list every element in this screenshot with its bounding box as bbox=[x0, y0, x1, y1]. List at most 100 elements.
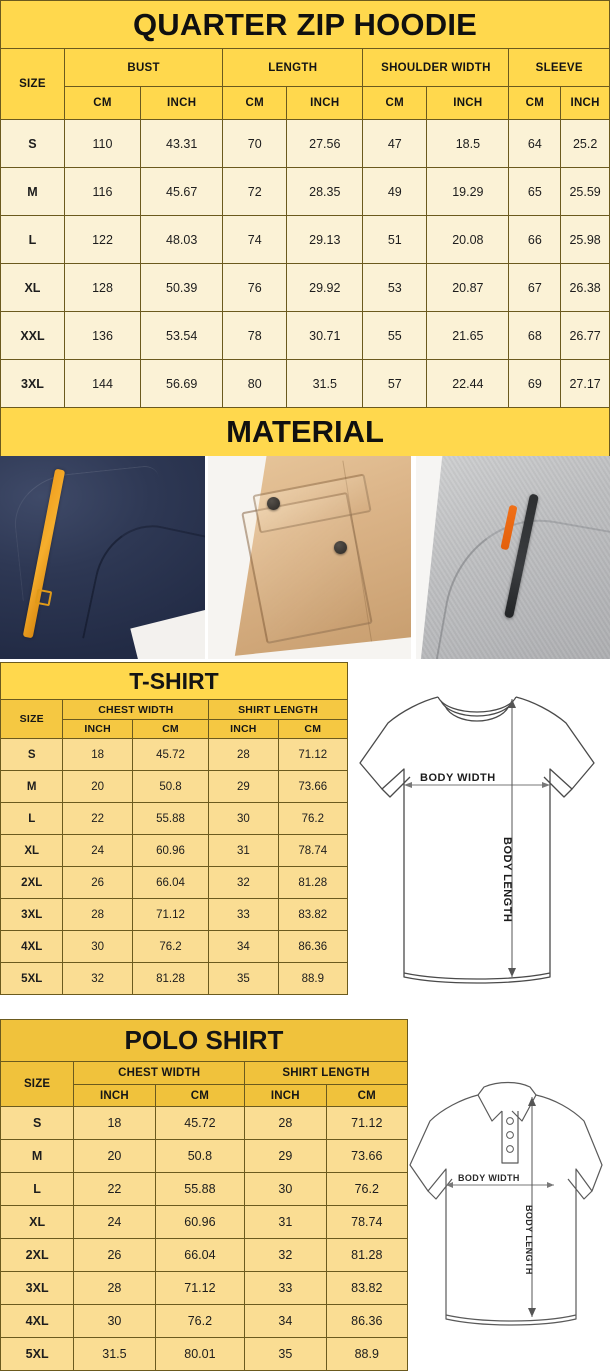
tshirt-cell: 18 bbox=[62, 738, 133, 771]
polo-cell: 20 bbox=[73, 1139, 156, 1173]
polo-unit-chest-inch: INCH bbox=[73, 1084, 156, 1107]
polo-header-chest-width: CHEST WIDTH bbox=[73, 1061, 246, 1085]
polo-cell: 88.9 bbox=[325, 1337, 409, 1371]
table-row: 4XL 30 76.2 34 86.36 bbox=[0, 1304, 409, 1338]
table-row: L 122 48.03 74 29.13 51 20.08 66 25.98 bbox=[0, 215, 610, 264]
hoodie-header-sleeve: SLEEVE bbox=[508, 48, 610, 87]
polo-diagram-svg: BODY WIDTH BODY LENGTH bbox=[409, 1081, 603, 1326]
polo-cell: 30 bbox=[73, 1304, 156, 1338]
polo-cell: 76.2 bbox=[325, 1172, 409, 1206]
polo-cell: 71.12 bbox=[325, 1106, 409, 1140]
hoodie-cell: 29.13 bbox=[286, 215, 364, 264]
tshirt-row-size: S bbox=[0, 738, 64, 771]
table-row: L 22 55.88 30 76.2 bbox=[0, 1172, 409, 1206]
hoodie-cell: 64 bbox=[508, 119, 562, 168]
hoodie-title-banner: QUARTER ZIP HOODIE bbox=[0, 0, 610, 48]
tshirt-row-size: L bbox=[0, 802, 64, 835]
polo-title: POLO SHIRT bbox=[124, 1025, 284, 1055]
tshirt-unit-length-inch: INCH bbox=[208, 719, 279, 739]
hoodie-table-body: S 110 43.31 70 27.56 47 18.5 64 25.2 M 116 45.67 72 2… bbox=[0, 119, 610, 408]
hoodie-unit-shoulder-cm: CM bbox=[362, 86, 428, 120]
tshirt-cell: 81.28 bbox=[131, 962, 210, 995]
polo-cell: 86.36 bbox=[325, 1304, 409, 1338]
polo-row-size: XL bbox=[0, 1205, 75, 1239]
hoodie-cell: 53 bbox=[362, 263, 428, 312]
hoodie-cell: 28.35 bbox=[286, 167, 364, 216]
polo-unit-length-cm: CM bbox=[325, 1084, 409, 1107]
polo-body-length-label: BODY LENGTH bbox=[524, 1205, 534, 1275]
tshirt-cell: 71.12 bbox=[277, 738, 349, 771]
polo-row-size: M bbox=[0, 1139, 75, 1173]
table-row: S 110 43.31 70 27.56 47 18.5 64 25.2 bbox=[0, 119, 610, 168]
hoodie-unit-shoulder-inch: INCH bbox=[426, 86, 510, 120]
tshirt-header-size: SIZE bbox=[0, 699, 64, 739]
material-title-banner: MATERIAL bbox=[0, 408, 610, 456]
hoodie-cell: 76 bbox=[222, 263, 288, 312]
hoodie-cell: 43.31 bbox=[140, 119, 224, 168]
polo-table-wrap: POLO SHIRT SIZE CHEST WIDTH SHIRT LENGTH… bbox=[0, 1019, 409, 1371]
polo-cell: 34 bbox=[244, 1304, 327, 1338]
hoodie-cell: 51 bbox=[362, 215, 428, 264]
table-row: 2XL 26 66.04 32 81.28 bbox=[0, 866, 349, 899]
hoodie-unit-bust-inch: INCH bbox=[140, 86, 224, 120]
tshirt-cell: 28 bbox=[208, 738, 279, 771]
tshirt-size-table: SIZE CHEST WIDTH SHIRT LENGTH INCH CM IN… bbox=[0, 699, 349, 995]
tshirt-row-size: 5XL bbox=[0, 962, 64, 995]
hoodie-unit-bust-cm: CM bbox=[63, 86, 142, 120]
hoodie-size-table: SIZE BUST LENGTH SHOULDER WIDTH SLEEVE C… bbox=[0, 48, 610, 408]
hoodie-cell: 48.03 bbox=[140, 215, 224, 264]
hoodie-cell: 74 bbox=[222, 215, 288, 264]
polo-row-size: L bbox=[0, 1172, 75, 1206]
hoodie-row-size: 3XL bbox=[0, 359, 65, 408]
polo-section: POLO SHIRT SIZE CHEST WIDTH SHIRT LENGTH… bbox=[0, 1011, 610, 1371]
hoodie-cell: 19.29 bbox=[426, 167, 510, 216]
table-row: XXL 136 53.54 78 30.71 55 21.65 68 26.77 bbox=[0, 311, 610, 360]
tshirt-cell: 73.66 bbox=[277, 770, 349, 803]
hoodie-cell: 25.59 bbox=[560, 167, 610, 216]
hoodie-header-length: LENGTH bbox=[222, 48, 364, 87]
polo-row-size: 3XL bbox=[0, 1271, 75, 1305]
tshirt-cell: 60.96 bbox=[131, 834, 210, 867]
table-row: 3XL 144 56.69 80 31.5 57 22.44 69 27.17 bbox=[0, 359, 610, 408]
table-row: 2XL 26 66.04 32 81.28 bbox=[0, 1238, 409, 1272]
tshirt-row-size: XL bbox=[0, 834, 64, 867]
hoodie-cell: 56.69 bbox=[140, 359, 224, 408]
hoodie-row-size: M bbox=[0, 167, 65, 216]
tshirt-measurement-diagram: BODY WIDTH BODY LENGTH bbox=[352, 677, 602, 1007]
material-title: MATERIAL bbox=[226, 414, 384, 449]
table-row: S 18 45.72 28 71.12 bbox=[0, 1106, 409, 1140]
polo-cell: 33 bbox=[244, 1271, 327, 1305]
table-row: 3XL 28 71.12 33 83.82 bbox=[0, 1271, 409, 1305]
hoodie-cell: 128 bbox=[63, 263, 142, 312]
polo-row-size: 4XL bbox=[0, 1304, 75, 1338]
table-row: 5XL 32 81.28 35 88.9 bbox=[0, 962, 349, 995]
hoodie-cell: 57 bbox=[362, 359, 428, 408]
tshirt-cell: 22 bbox=[62, 802, 133, 835]
polo-row-size: S bbox=[0, 1106, 75, 1140]
hoodie-cell: 49 bbox=[362, 167, 428, 216]
polo-measurement-diagram: BODY WIDTH BODY LENGTH bbox=[406, 1065, 606, 1345]
polo-cell: 29 bbox=[244, 1139, 327, 1173]
polo-cell: 24 bbox=[73, 1205, 156, 1239]
hoodie-cell: 21.65 bbox=[426, 311, 510, 360]
hoodie-cell: 116 bbox=[63, 167, 142, 216]
hoodie-cell: 25.98 bbox=[560, 215, 610, 264]
polo-cell: 26 bbox=[73, 1238, 156, 1272]
hoodie-title: QUARTER ZIP HOODIE bbox=[132, 7, 478, 42]
tshirt-cell: 32 bbox=[208, 866, 279, 899]
hoodie-cell: 45.67 bbox=[140, 167, 224, 216]
hoodie-cell: 65 bbox=[508, 167, 562, 216]
tshirt-cell: 30 bbox=[62, 930, 133, 963]
polo-row-size: 5XL bbox=[0, 1337, 75, 1371]
hoodie-cell: 29.92 bbox=[286, 263, 364, 312]
table-row: 4XL 30 76.2 34 86.36 bbox=[0, 930, 349, 963]
tshirt-cell: 88.9 bbox=[277, 962, 349, 995]
hoodie-header-shoulder-width: SHOULDER WIDTH bbox=[362, 48, 510, 87]
hoodie-cell: 30.71 bbox=[286, 311, 364, 360]
polo-cell: 81.28 bbox=[325, 1238, 409, 1272]
tshirt-body-length-label: BODY LENGTH bbox=[501, 837, 513, 922]
navy-hoodie-zipper-pull-photo bbox=[0, 456, 205, 659]
hoodie-unit-sleeve-cm: CM bbox=[508, 86, 562, 120]
hoodie-cell: 53.54 bbox=[140, 311, 224, 360]
polo-cell: 60.96 bbox=[154, 1205, 246, 1239]
